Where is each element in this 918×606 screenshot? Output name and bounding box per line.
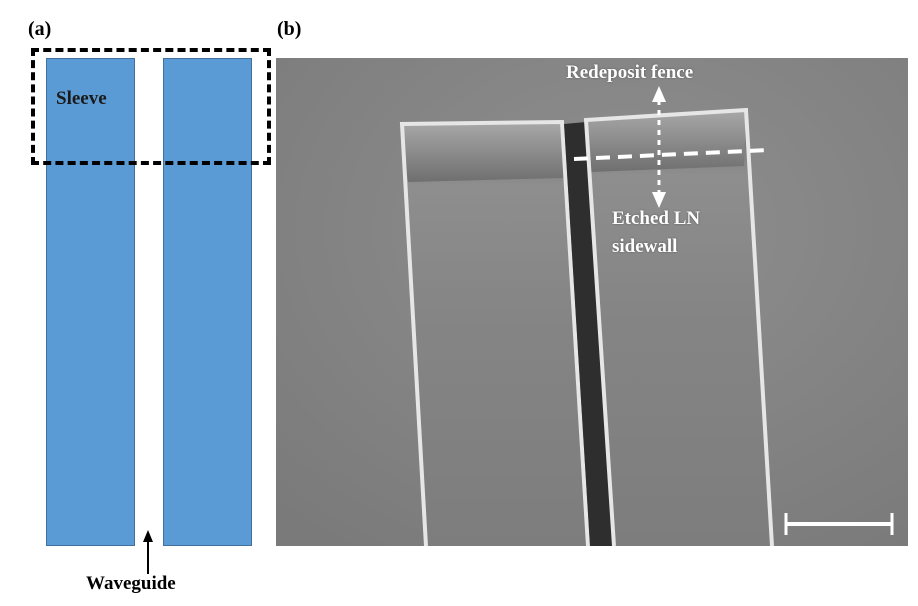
sleeve-label: Sleeve [56,88,107,109]
sem-micrograph [276,58,908,546]
redeposit-fence-label: Redeposit fence [566,62,694,83]
left-redeposit-fence [402,122,563,182]
waveguide-label: Waveguide [86,573,176,594]
sleeve-region-dashed-box [31,48,271,165]
double-arrow-icon [652,86,666,208]
panel-b-label: (b) [277,18,302,40]
right-sleeve-bar [163,58,252,546]
fence-boundary-dashed-line [573,148,769,161]
left-sleeve-bar [46,58,135,546]
panel-a-label: (a) [28,18,52,40]
left-trench-outline [399,119,590,546]
etched-ln-label: Etched LN [612,208,701,229]
left-trench-floor [402,122,588,546]
scale-bar [784,513,894,535]
waveguide-arrow-icon [143,530,153,574]
waveguide-ridge [564,122,614,546]
right-trench-floor [586,110,772,546]
right-trench-outline [583,107,774,546]
sidewall-label: sidewall [612,236,678,257]
